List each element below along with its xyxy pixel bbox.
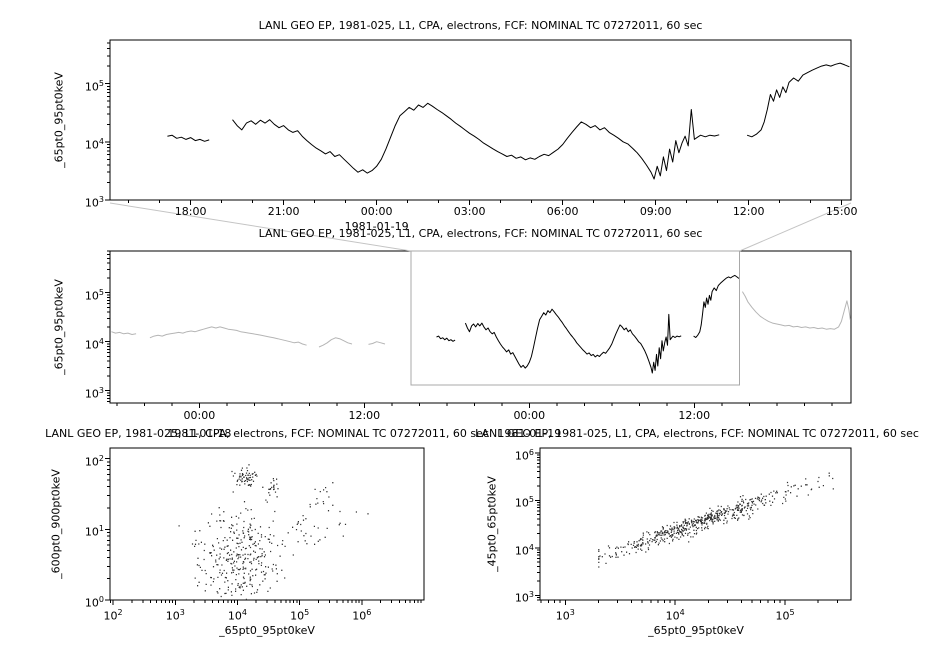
- y-tick-label: 105: [84, 78, 104, 94]
- scatter-45-65-plot-area[interactable]: [539, 447, 852, 601]
- overview-series-zoomed-region: [693, 274, 740, 338]
- y-tick-label: 103: [84, 195, 104, 210]
- x-tick-label: 103: [165, 608, 185, 623]
- axis-date-label: 1981-01-19: [344, 220, 409, 233]
- x-tick-label: 102: [103, 608, 123, 623]
- x-tick-label: 15:00: [825, 205, 858, 218]
- y-tick-label: 104: [84, 336, 104, 352]
- x-tick-label: 21:00: [267, 205, 300, 218]
- ylabel-scatter-left: _600pt0_900pt0keV: [49, 469, 63, 579]
- y-tick-label: 100: [84, 595, 104, 610]
- overview-series-context-before-zoom: [111, 331, 137, 335]
- x-tick-label: 00:00: [360, 205, 393, 218]
- title-scatter-right: LANL GEO EP, 1981-025, L1, CPA, electron…: [475, 427, 919, 440]
- y-tick-label: 104: [514, 542, 534, 558]
- x-tick-label: 12:00: [678, 409, 711, 422]
- y-tick-label: 106: [514, 447, 534, 463]
- x-tick-label: 00:00: [183, 409, 216, 422]
- overview-series-context-before-zoom: [318, 337, 353, 348]
- scatter-600-900-points: [178, 464, 369, 601]
- x-tick-label: 106: [352, 608, 372, 623]
- ylabel-top-panel: _65pt0_95pt0keV: [52, 72, 66, 168]
- overview-series-context-after-zoom: [741, 291, 851, 330]
- x-tick-label: 12:00: [732, 205, 765, 218]
- zoom-selection-box[interactable]: [410, 250, 741, 386]
- ylabel-overview-panel: _65pt0_95pt0keV: [52, 279, 66, 375]
- y-tick-label: 101: [84, 524, 104, 539]
- top-time-series: [167, 134, 210, 142]
- y-tick-label: 105: [514, 495, 534, 510]
- x-tick-label: 105: [290, 608, 310, 623]
- y-tick-label: 103: [514, 590, 534, 605]
- ylabel-scatter-right: _45pt0_65pt0keV: [485, 476, 499, 572]
- overview-series-zoomed-region: [464, 308, 682, 374]
- xlabel-scatter-right: _65pt0_95pt0keV: [648, 624, 744, 637]
- x-tick-label: 104: [665, 608, 685, 623]
- scatter-45-65-points: [598, 472, 834, 568]
- x-tick-label: 00:00: [513, 409, 546, 422]
- title-top-panel: LANL GEO EP, 1981-025, L1, CPA, electron…: [258, 19, 703, 32]
- x-tick-label: 09:00: [639, 205, 672, 218]
- scatter-600-900-plot-area[interactable]: [109, 447, 425, 601]
- x-tick-label: 105: [775, 608, 795, 623]
- y-tick-label: 103: [84, 385, 104, 401]
- top-plot-area[interactable]: [109, 39, 852, 201]
- top-time-series: [746, 62, 850, 138]
- x-tick-label: 03:00: [453, 205, 486, 218]
- x-tick-label: 103: [555, 608, 575, 623]
- overview-series-context-before-zoom: [149, 326, 307, 346]
- zoom-connector-right: [739, 202, 852, 252]
- x-tick-label: 18:00: [174, 205, 207, 218]
- title-scatter-left: LANL GEO EP, 1981-025, L1, CPA, electron…: [45, 427, 489, 440]
- title-overview-panel: LANL GEO EP, 1981-025, L1, CPA, electron…: [258, 227, 703, 240]
- axis-date-label: 1981-01-19: [497, 427, 562, 440]
- zoom-connector-left: [109, 202, 412, 252]
- overview-series-context-before-zoom: [368, 341, 386, 345]
- y-tick-label: 105: [84, 287, 104, 303]
- x-tick-label: 06:00: [546, 205, 579, 218]
- x-tick-label: 12:00: [348, 409, 381, 422]
- x-tick-label: 104: [227, 608, 247, 623]
- y-tick-label: 102: [84, 453, 104, 469]
- y-tick-label: 104: [84, 136, 104, 152]
- xlabel-scatter-left: _65pt0_95pt0keV: [219, 624, 315, 637]
- top-time-series: [232, 102, 720, 180]
- axis-date-label: 1981-01-18: [167, 427, 232, 440]
- overview-series-zoomed-region: [436, 335, 456, 342]
